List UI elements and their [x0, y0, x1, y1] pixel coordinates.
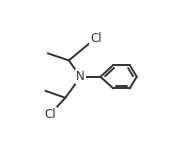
Text: Cl: Cl — [90, 32, 102, 45]
Text: Cl: Cl — [44, 108, 56, 121]
Text: N: N — [76, 70, 85, 83]
